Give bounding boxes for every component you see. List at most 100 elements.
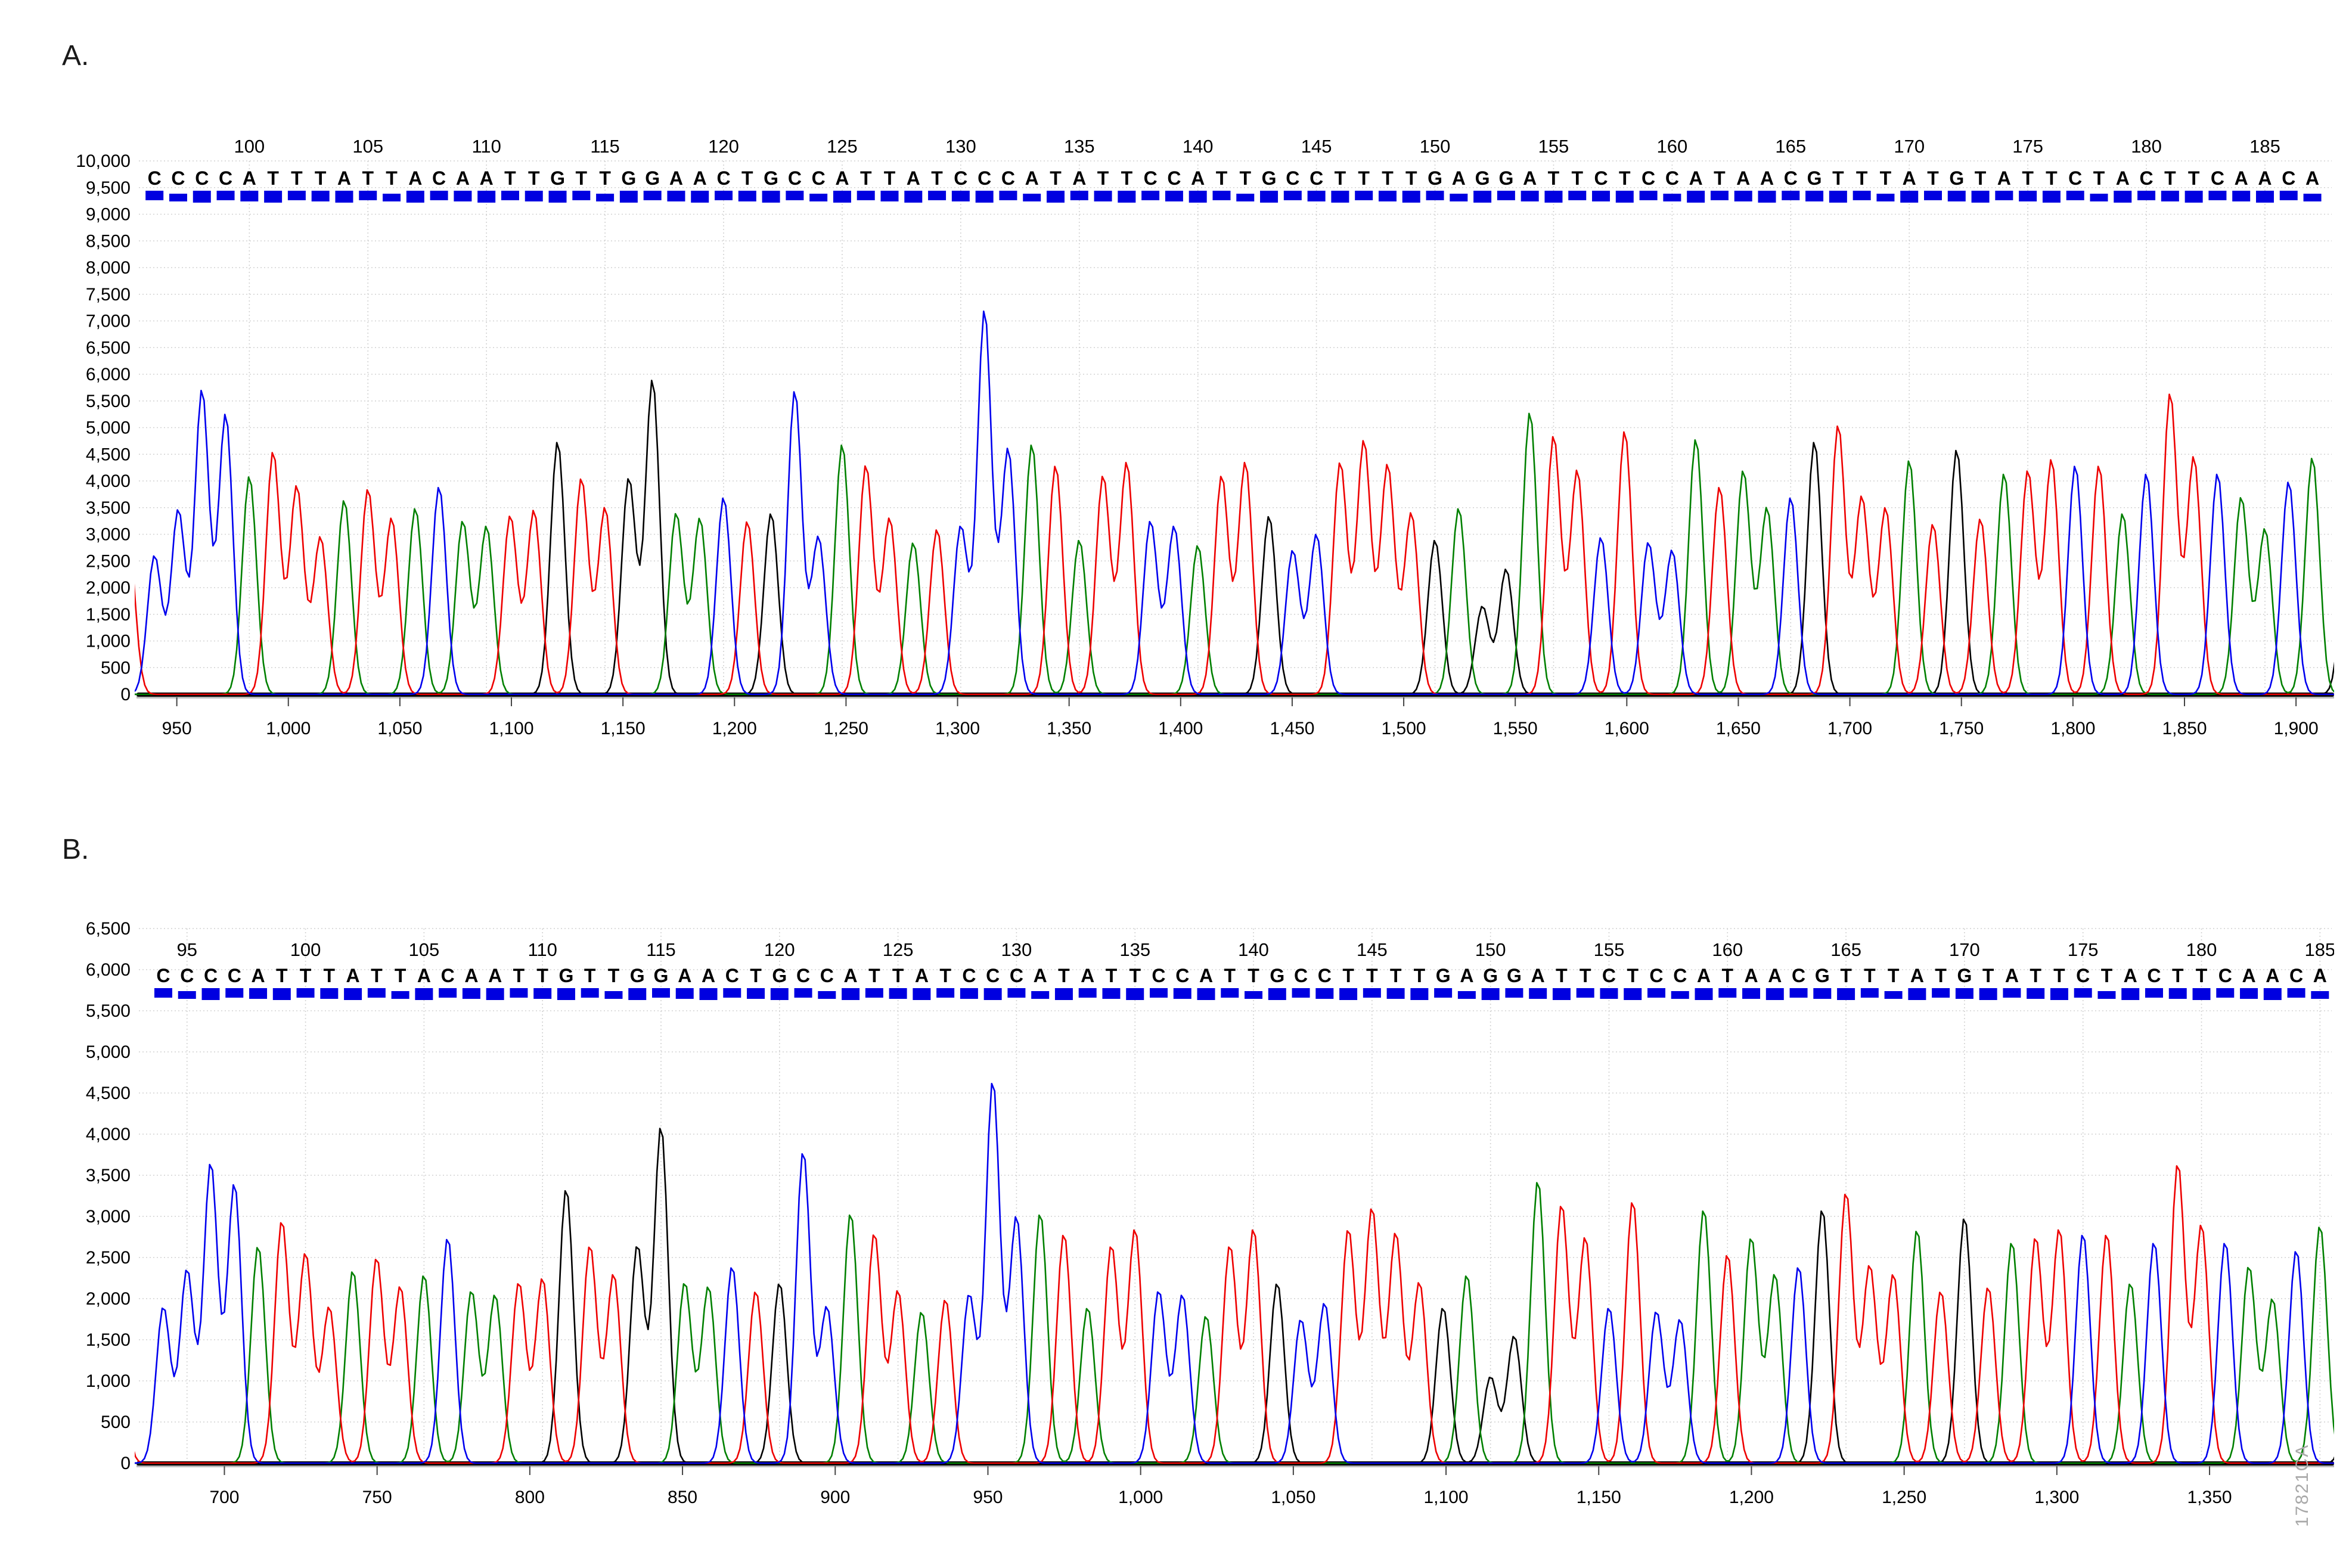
- quality-bar: [1544, 191, 1563, 203]
- quality-bar: [2042, 191, 2061, 203]
- ruler-label: 105: [352, 136, 383, 157]
- quality-bar: [2279, 191, 2298, 200]
- base-letter: T: [1571, 167, 1583, 189]
- base-letter: T: [1058, 965, 1070, 986]
- quality-bar: [391, 991, 409, 999]
- quality-bar: [1007, 988, 1026, 998]
- quality-bar: [1307, 191, 1326, 201]
- quality-bar: [430, 191, 448, 200]
- base-letter: C: [219, 167, 232, 189]
- y-tick-label: 5,000: [86, 418, 131, 438]
- y-tick-label: 2,000: [86, 578, 131, 598]
- x-tick-label: 1,050: [377, 719, 422, 738]
- ruler-label: 160: [1712, 939, 1743, 960]
- x-tick-label: 1,400: [1158, 719, 1203, 738]
- base-letter: A: [251, 965, 265, 986]
- base-letter: T: [1627, 965, 1639, 986]
- y-tick-label: 7,500: [86, 285, 131, 305]
- quality-bar: [2027, 988, 2045, 999]
- base-letter: A: [1191, 167, 1205, 189]
- base-letter: A: [835, 167, 849, 189]
- quality-bar: [415, 988, 433, 1000]
- base-letter: A: [1531, 965, 1545, 986]
- y-tick-label: 1,500: [86, 605, 131, 625]
- quality-bar: [2168, 988, 2187, 999]
- quality-bar: [880, 191, 899, 201]
- x-tick-label: 1,800: [2050, 719, 2095, 738]
- y-tick-label: 4,500: [86, 1083, 131, 1103]
- base-letter: G: [621, 167, 636, 189]
- base-letter: T: [1888, 965, 1900, 986]
- base-letter: T: [1927, 167, 1939, 189]
- quality-bar: [486, 988, 504, 1000]
- y-tick-label: 500: [101, 658, 131, 678]
- base-letter: T: [2093, 167, 2105, 189]
- quality-bar: [2097, 991, 2116, 999]
- x-tick-label: 1,450: [1270, 719, 1314, 738]
- quality-bar: [2090, 194, 2108, 201]
- quality-bar: [145, 191, 164, 200]
- base-letter: C: [978, 167, 991, 189]
- base-letter: T: [1342, 965, 1354, 986]
- base-letter: C: [1784, 167, 1798, 189]
- base-letter: T: [1935, 965, 1947, 986]
- quality-bar: [335, 191, 353, 203]
- quality-bar: [462, 988, 480, 999]
- base-letter: A: [844, 965, 858, 986]
- base-letter: G: [1949, 167, 1964, 189]
- base-letter: T: [267, 167, 279, 189]
- quality-bar: [1671, 991, 1689, 999]
- y-tick-label: 1,000: [86, 1371, 131, 1391]
- base-letter: G: [645, 167, 660, 189]
- quality-bar: [691, 191, 709, 203]
- base-letter: A: [456, 167, 470, 189]
- ruler-label: 180: [2186, 939, 2217, 960]
- quality-bar: [770, 988, 789, 1000]
- quality-bar: [1805, 191, 1824, 201]
- base-letter: A: [243, 167, 256, 189]
- base-letter: C: [2076, 965, 2090, 986]
- trace-group-a: [135, 311, 2334, 695]
- quality-bar: [1615, 191, 1634, 203]
- quality-bar: [1695, 988, 1713, 1000]
- base-letter: T: [2164, 167, 2176, 189]
- y-tick-label: 2,000: [86, 1289, 131, 1309]
- quality-bar: [2263, 988, 2282, 1000]
- quality-bar: [2311, 991, 2329, 999]
- y-tick-label: 6,000: [86, 960, 131, 980]
- base-letter: T: [1722, 965, 1734, 986]
- quality-bar: [1552, 988, 1571, 1000]
- quality-bar: [2208, 191, 2227, 200]
- quality-bar: [786, 191, 804, 200]
- y-tick-label: 3,000: [86, 1207, 131, 1227]
- base-letter: A: [1034, 965, 1047, 986]
- base-letter: C: [812, 167, 826, 189]
- base-letter: T: [2101, 965, 2113, 986]
- x-tick-label: 1,100: [1424, 1488, 1469, 1507]
- quality-bar: [913, 988, 931, 1000]
- base-letter: T: [1335, 167, 1346, 189]
- ruler-label: 120: [708, 136, 739, 157]
- quality-bar: [1031, 991, 1050, 999]
- base-letter: T: [324, 965, 336, 986]
- ruler-label: 165: [1830, 939, 1861, 960]
- base-letter: A: [1697, 965, 1711, 986]
- x-tick-label: 950: [162, 719, 192, 738]
- position-ruler-a: 100 105 110 115 120 125 130 135 140 145 150 155 160 1…: [234, 136, 2280, 157]
- quality-bar: [320, 988, 339, 999]
- x-tick-label: 1,850: [2162, 719, 2207, 738]
- base-letter: A: [1452, 167, 1466, 189]
- ruler-label: 120: [764, 939, 795, 960]
- y-tick-label: 500: [101, 1412, 131, 1432]
- base-letter: A: [678, 965, 691, 986]
- ruler-label: 105: [409, 939, 440, 960]
- quality-bar: [2145, 988, 2163, 998]
- quality-bar: [359, 191, 377, 200]
- base-letter: T: [860, 167, 872, 189]
- base-letter: G: [1957, 965, 1972, 986]
- base-letter: T: [2188, 167, 2200, 189]
- base-letter: C: [180, 965, 194, 986]
- base-letter: C: [1310, 167, 1323, 189]
- base-letter: A: [417, 965, 431, 986]
